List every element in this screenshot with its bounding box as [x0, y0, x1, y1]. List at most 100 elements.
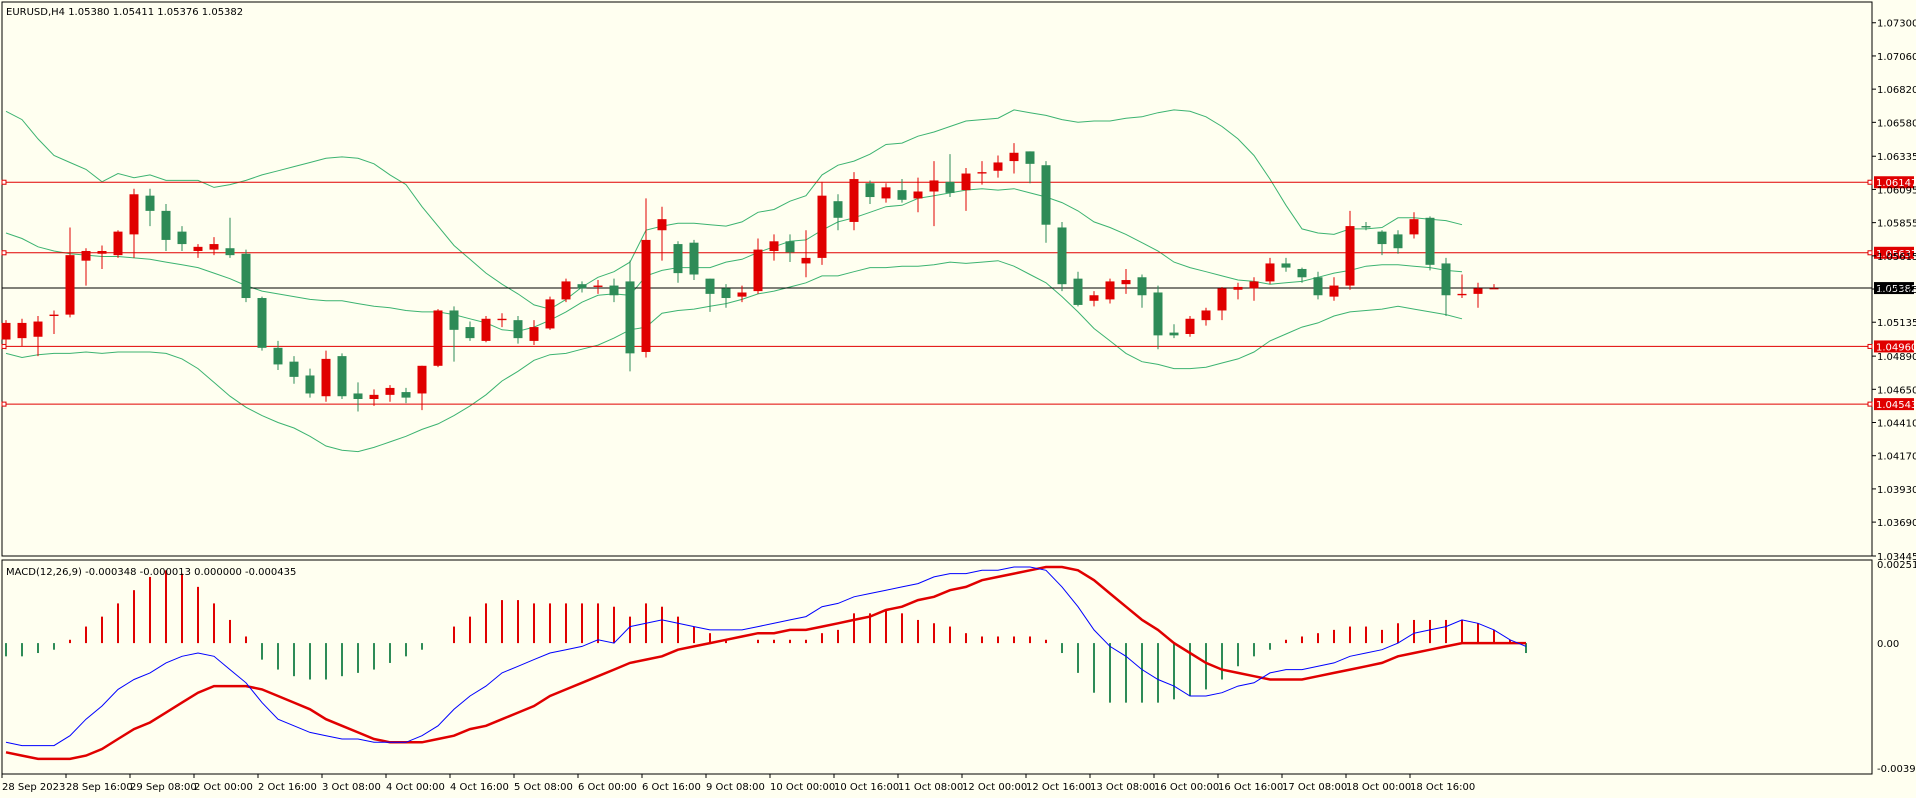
- candle: [1121, 268, 1131, 294]
- level-handle-right-2[interactable]: [1867, 343, 1873, 349]
- candle: [977, 161, 987, 185]
- candle: [49, 310, 59, 334]
- time-axis-label: 12 Oct 16:00: [1026, 782, 1091, 793]
- candle: [177, 226, 187, 251]
- macd-scale: 0.002512 0.00 -0.003957: [1877, 560, 1916, 775]
- time-axis-label: 18 Oct 00:00: [1346, 782, 1411, 793]
- time-axis-label: 13 Oct 08:00: [1090, 782, 1155, 793]
- candle: [1233, 282, 1243, 300]
- price-scale-label: 1.05855: [1877, 219, 1916, 230]
- macd-scale-label: 0.002512: [1877, 560, 1916, 571]
- time-axis-label: 11 Oct 08:00: [898, 782, 963, 793]
- horizontal-levels: 1.06147 1.05637 1.04960 1.04543 1.05382: [1, 176, 1916, 411]
- candle: [1313, 271, 1323, 300]
- time-axis-label: 10 Oct 16:00: [834, 782, 899, 793]
- candle: [1329, 277, 1339, 301]
- candle: [721, 284, 731, 308]
- level-price-tag-1: [1874, 246, 1914, 259]
- candle: [1185, 316, 1195, 337]
- candle: [241, 249, 251, 303]
- macd-main-line: [5, 566, 1527, 747]
- candle: [689, 239, 699, 281]
- candle: [353, 382, 363, 412]
- candle: [337, 353, 347, 399]
- level-handle-left-0[interactable]: [1, 179, 7, 185]
- time-axis-label: 6 Oct 00:00: [578, 782, 637, 793]
- candle: [625, 260, 635, 372]
- candle: [1089, 291, 1099, 307]
- price-scale-label: 1.04410: [1877, 419, 1916, 430]
- candle: [897, 179, 907, 203]
- price-scale-label: 1.05135: [1877, 318, 1916, 329]
- candle: [193, 244, 203, 258]
- candle: [577, 281, 587, 293]
- candle: [273, 340, 283, 370]
- candle: [769, 234, 779, 261]
- band-middle-line: [5, 188, 1463, 332]
- macd-signal-line: [5, 565, 1526, 761]
- candle: [993, 155, 1003, 178]
- candle: [1489, 284, 1499, 290]
- time-axis-label: 2 Oct 00:00: [194, 782, 253, 793]
- price-scale-label: 1.03930: [1877, 485, 1916, 496]
- candle: [1441, 257, 1451, 317]
- candle: [753, 238, 763, 294]
- candle: [449, 306, 459, 362]
- candle: [145, 188, 155, 227]
- level-handle-right-3[interactable]: [1867, 401, 1873, 407]
- candle: [1153, 285, 1163, 350]
- time-axis-label: 16 Oct 00:00: [1154, 782, 1219, 793]
- candle: [593, 280, 603, 294]
- candle: [961, 167, 971, 211]
- macd-indicator: [5, 565, 1527, 761]
- chart-header: EURUSD,H4 1.05380 1.05411 1.05376 1.0538…: [6, 7, 243, 18]
- time-axis-label: 3 Oct 08:00: [322, 782, 381, 793]
- candle: [609, 278, 619, 303]
- candle: [705, 278, 715, 312]
- level-handle-left-3[interactable]: [1, 401, 7, 407]
- candle: [849, 172, 859, 231]
- candle: [1473, 282, 1483, 308]
- bollinger-bands: [5, 109, 1463, 453]
- level-price-label-3: 1.04543: [1876, 400, 1916, 411]
- macd-header: MACD(12,26,9) -0.000348 -0.000013 0.0000…: [6, 567, 296, 578]
- level-price-label-0: 1.06147: [1876, 178, 1916, 189]
- time-axis-label: 4 Oct 16:00: [450, 782, 509, 793]
- price-scale-label: 1.05615: [1877, 252, 1916, 263]
- candle: [1265, 257, 1275, 285]
- candle: [881, 183, 891, 203]
- level-handle-right-1[interactable]: [1867, 250, 1873, 256]
- macd-scale-label: 0.00: [1877, 639, 1899, 650]
- price-scale-label: 1.06335: [1877, 152, 1916, 163]
- time-axis-label: 5 Oct 08:00: [514, 782, 573, 793]
- time-axis-label: 2 Oct 16:00: [258, 782, 317, 793]
- level-handle-left-2[interactable]: [1, 343, 7, 349]
- price-scale-label: 1.07060: [1877, 52, 1916, 63]
- price-scale-label: 1.05375: [1877, 285, 1916, 296]
- candle: [1281, 257, 1291, 272]
- level-price-label-1: 1.05637: [1876, 249, 1916, 260]
- band-upper-line: [5, 109, 1463, 310]
- price-scale-label: 1.03690: [1877, 518, 1916, 529]
- level-price-tag-3: [1874, 398, 1914, 411]
- candle: [129, 188, 139, 258]
- candle: [801, 230, 811, 278]
- candle: [225, 217, 235, 258]
- candle: [513, 316, 523, 344]
- current-price-label: 1.05382: [1876, 284, 1916, 295]
- candle: [1009, 143, 1019, 174]
- candle: [1073, 271, 1083, 307]
- candle: [401, 387, 411, 404]
- time-axis-label: 12 Oct 00:00: [962, 782, 1027, 793]
- candle: [1297, 267, 1307, 283]
- candle: [1169, 324, 1179, 339]
- candle: [385, 385, 395, 402]
- candle: [1409, 212, 1419, 239]
- candle: [1393, 230, 1403, 254]
- level-handle-left-1[interactable]: [1, 250, 7, 256]
- candle: [1105, 278, 1115, 304]
- candle: [561, 278, 571, 303]
- time-axis-label: 10 Oct 00:00: [770, 782, 835, 793]
- level-handle-right-0[interactable]: [1867, 179, 1873, 185]
